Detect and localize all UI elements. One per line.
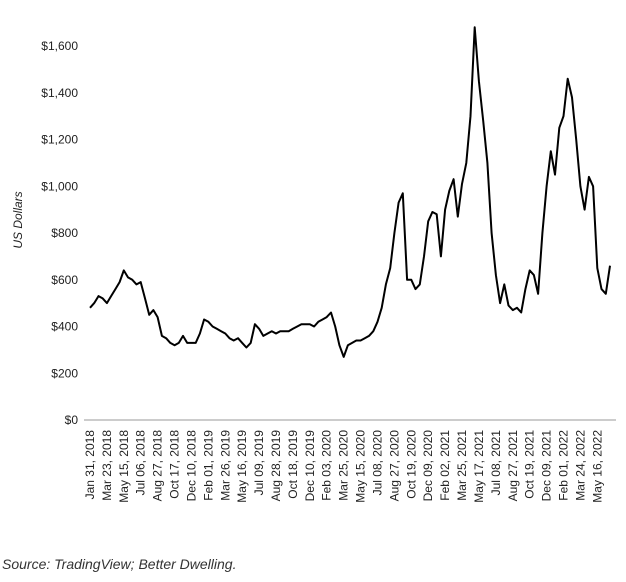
x-tick-label: Feb 03, 2020: [320, 430, 334, 501]
x-tick-label: Dec 09, 2021: [540, 430, 554, 502]
x-tick-label: Oct 19, 2021: [523, 430, 537, 499]
x-tick-label: Oct 18, 2019: [286, 430, 300, 499]
x-tick-label: May 16, 2022: [590, 430, 604, 503]
x-tick-label: Mar 25, 2021: [455, 430, 469, 501]
y-tick-label: $1,000: [41, 179, 78, 193]
x-tick-label: Oct 19, 2020: [404, 430, 418, 499]
y-tick-label: $1,400: [41, 86, 78, 100]
x-tick-label: Jul 06, 2018: [134, 430, 148, 496]
x-tick-label: May 17, 2021: [472, 430, 486, 503]
source-note: Source: TradingView; Better Dwelling.: [2, 556, 237, 572]
y-tick-label: $400: [51, 320, 78, 334]
x-tick-label: May 15, 2020: [354, 430, 368, 503]
x-tick-label: Aug 27, 2018: [151, 430, 165, 502]
y-tick-label: $800: [51, 226, 78, 240]
x-tick-label: Jul 09, 2019: [252, 430, 266, 496]
x-tick-label: Feb 01, 2019: [201, 430, 215, 501]
y-tick-label: $1,600: [41, 39, 78, 53]
y-axis-label: US Dollars: [11, 191, 25, 248]
y-tick-label: $600: [51, 273, 78, 287]
x-tick-label: Feb 02, 2021: [438, 430, 452, 501]
chart: US Dollars $0 $200 $400 $600 $800 $1,000 $1,20…: [11, 26, 616, 503]
price-line: [89, 26, 611, 358]
x-tick-label: Oct 17, 2018: [168, 430, 182, 499]
y-tick-label: $1,200: [41, 133, 78, 147]
y-tick-label: $0: [65, 413, 79, 427]
x-tick-label: May 16, 2019: [235, 430, 249, 503]
x-tick-label: Mar 25, 2020: [337, 430, 351, 501]
x-tick-label: Dec 09, 2020: [421, 430, 435, 502]
x-tick-label: Jul 08, 2021: [489, 430, 503, 496]
x-tick-label: Mar 24, 2022: [573, 430, 587, 501]
x-tick-label: Mar 23, 2018: [100, 430, 114, 501]
x-tick-label: Aug 27, 2021: [506, 430, 520, 502]
x-tick-label: Dec 10, 2018: [184, 430, 198, 502]
x-tick-label: Aug 28, 2019: [269, 430, 283, 502]
page: {"chart_data": {"type": "line", "y_label…: [2, 26, 616, 572]
x-tick-label: Aug 27, 2020: [387, 430, 401, 502]
x-tick-label: May 15, 2018: [117, 430, 131, 503]
x-tick-label: Jul 08, 2020: [370, 430, 384, 496]
x-tick-label: Dec 10, 2019: [303, 430, 317, 502]
x-tick-label: Jan 31, 2018: [83, 430, 97, 500]
y-tick-label: $200: [51, 366, 78, 380]
x-tick-label: Feb 01, 2022: [556, 430, 570, 501]
x-tick-label: Mar 26, 2019: [218, 430, 232, 501]
